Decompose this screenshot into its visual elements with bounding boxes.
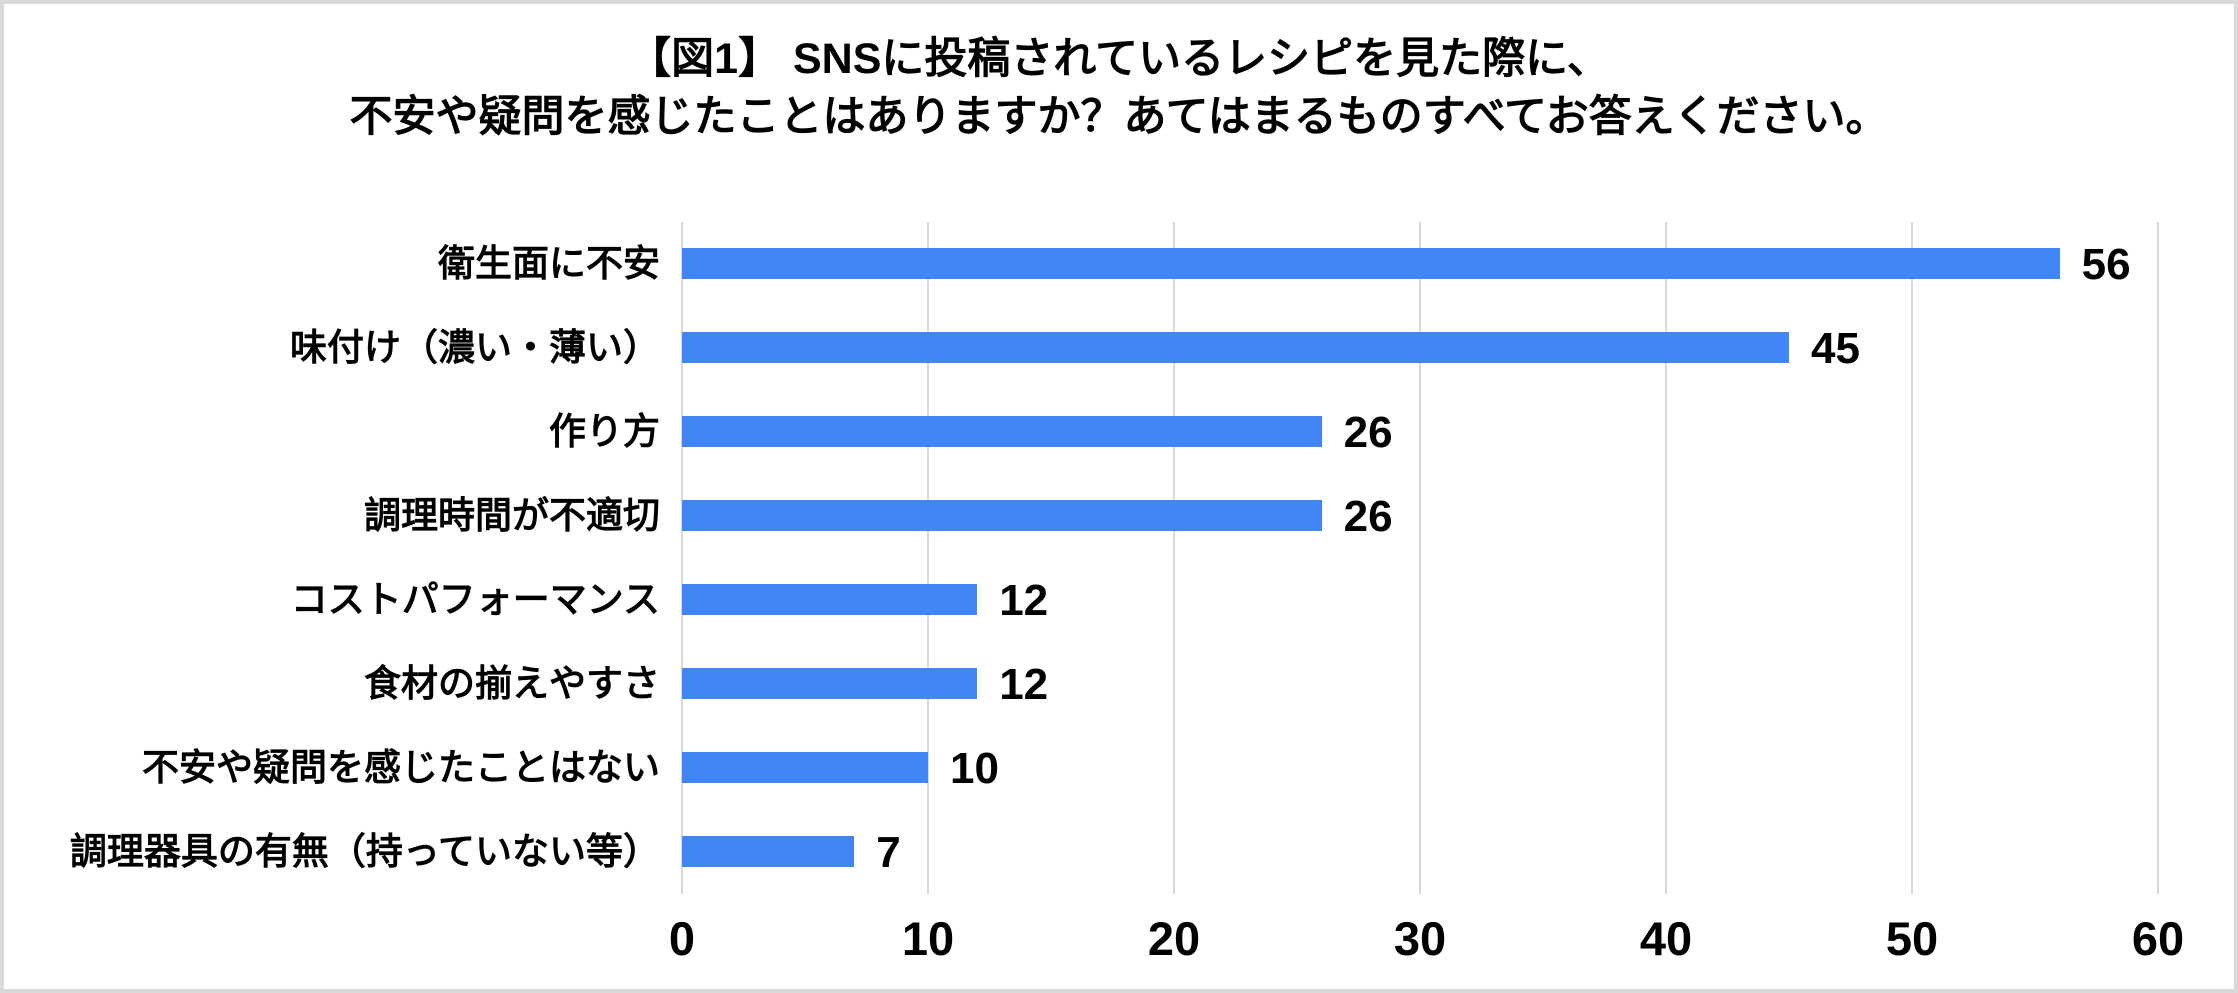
x-tick-label: 60 <box>2131 912 2185 965</box>
bar-row: 7 <box>682 810 2158 894</box>
chart-title-line-2: 不安や疑問を感じたことはありますか？あてはまるものすべてお答えください。 <box>349 93 1889 142</box>
bar <box>682 668 978 699</box>
bar-row: 45 <box>682 306 2158 390</box>
bar <box>682 500 1322 531</box>
x-tick-label: 50 <box>1885 912 1939 965</box>
bar <box>682 332 1789 363</box>
x-tick-label: 20 <box>1147 912 1201 965</box>
gridline <box>681 222 683 894</box>
x-tick-label: 10 <box>901 912 955 965</box>
bar <box>682 416 1322 447</box>
bar-row: 26 <box>682 474 2158 558</box>
bar-row: 10 <box>682 726 2158 810</box>
bar-row: 12 <box>682 642 2158 726</box>
bar-row: 12 <box>682 558 2158 642</box>
plot-area <box>681 222 2159 894</box>
category-label: 食材の揃えやすさ <box>364 663 660 704</box>
category-labels: 衛生面に不安味付け（濃い・薄い） 作り方調理時間が不適切コストパフォーマンス食材の… <box>24 222 660 894</box>
category-label: 調理時間が不適切 <box>364 495 660 536</box>
gridline <box>2157 222 2159 894</box>
bar-rows: 56 45 26 26 12 12 10 7 <box>682 222 2158 894</box>
bar <box>682 248 2060 279</box>
x-axis: 0 10 20 30 40 50 60 <box>669 908 2184 970</box>
bar-row: 26 <box>682 390 2158 474</box>
bar-value-label: 26 <box>1343 408 1393 457</box>
gridline <box>1911 222 1913 894</box>
x-tick-label: 40 <box>1639 912 1693 965</box>
category-label: 調理器具の有無（持っていない等） <box>69 831 660 872</box>
bar-value-label: 10 <box>950 744 999 793</box>
bar <box>682 584 978 615</box>
bar <box>682 836 855 867</box>
gridline <box>1173 222 1175 894</box>
gridline <box>927 222 929 894</box>
bar-value-label: 45 <box>1811 324 1860 373</box>
chart-title: 【図1】 SNSに投稿されているレシピを見た際に、 不安や疑問を感じたことはあり… <box>4 30 2234 147</box>
bar <box>682 752 928 783</box>
category-label: 衛生面に不安 <box>438 243 660 284</box>
bar-row: 56 <box>682 222 2158 306</box>
gridline <box>1419 222 1421 894</box>
category-label: 作り方 <box>549 411 660 452</box>
category-label: 不安や疑問を感じたことはない <box>142 747 660 788</box>
bar-value-label: 26 <box>1343 492 1393 541</box>
x-tick-label: 30 <box>1393 912 1447 965</box>
gridline <box>1665 222 1667 894</box>
bar-value-label: 7 <box>876 828 901 877</box>
chart-title-line-1: 【図1】 SNSに投稿されているレシピを見た際に、 <box>628 35 1610 83</box>
bar-value-label: 56 <box>2081 240 2131 289</box>
bar-value-label: 12 <box>999 660 1049 709</box>
category-label: コストパフォーマンス <box>290 579 660 620</box>
bar-value-label: 12 <box>999 576 1049 625</box>
category-label: 味付け（濃い・薄い） <box>290 327 660 368</box>
x-tick-label: 0 <box>668 912 696 965</box>
